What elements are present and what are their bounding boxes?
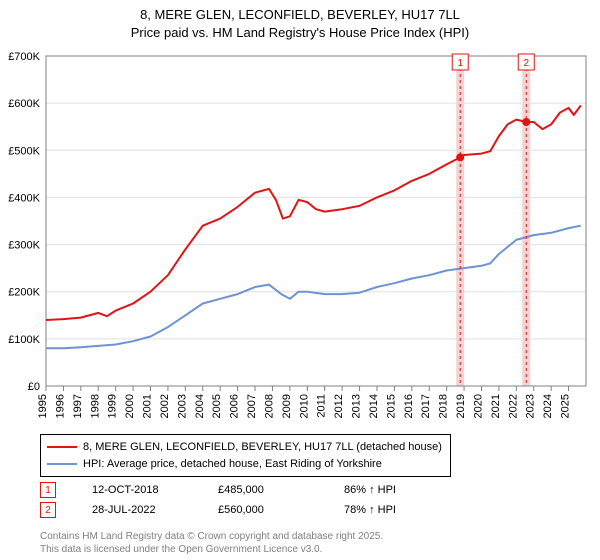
legend-swatch: [47, 463, 77, 465]
credits: Contains HM Land Registry data © Crown c…: [40, 530, 383, 556]
data-row: 1 12-OCT-2018 £485,000 86% ↑ HPI: [40, 480, 434, 500]
data-point-table: 1 12-OCT-2018 £485,000 86% ↑ HPI 2 28-JUL-202…: [40, 480, 434, 520]
title-line1: 8, MERE GLEN, LECONFIELD, BEVERLEY, HU17…: [0, 6, 600, 24]
svg-text:£400K: £400K: [8, 192, 40, 204]
data-row-index: 2: [40, 502, 56, 518]
svg-text:2001: 2001: [142, 394, 154, 418]
svg-text:2005: 2005: [211, 394, 223, 418]
data-row: 2 28-JUL-2022 £560,000 78% ↑ HPI: [40, 500, 434, 520]
svg-text:2016: 2016: [403, 394, 415, 418]
svg-text:£600K: £600K: [8, 98, 40, 110]
svg-text:£0: £0: [28, 381, 40, 393]
svg-text:2018: 2018: [438, 394, 450, 418]
svg-text:£700K: £700K: [8, 51, 40, 63]
credits-line2: This data is licensed under the Open Gov…: [40, 543, 383, 556]
svg-text:1996: 1996: [54, 394, 66, 418]
title-line2: Price paid vs. HM Land Registry's House …: [0, 24, 600, 42]
data-row-pct: 78% ↑ HPI: [344, 504, 434, 516]
legend-swatch: [47, 446, 77, 448]
svg-text:2024: 2024: [542, 394, 554, 418]
svg-text:£100K: £100K: [8, 334, 40, 346]
svg-text:2010: 2010: [298, 394, 310, 418]
svg-text:1999: 1999: [107, 394, 119, 418]
svg-text:2007: 2007: [246, 394, 258, 418]
svg-text:2020: 2020: [472, 394, 484, 418]
svg-text:2003: 2003: [176, 394, 188, 418]
svg-text:2009: 2009: [281, 394, 293, 418]
svg-text:2022: 2022: [507, 394, 519, 418]
svg-text:2004: 2004: [194, 394, 206, 418]
svg-text:2002: 2002: [159, 394, 171, 418]
svg-text:2006: 2006: [229, 394, 241, 418]
svg-text:1998: 1998: [89, 394, 101, 418]
legend-label: 8, MERE GLEN, LECONFIELD, BEVERLEY, HU17…: [83, 439, 442, 456]
svg-text:2019: 2019: [455, 394, 467, 418]
svg-text:2011: 2011: [316, 394, 328, 418]
svg-text:1995: 1995: [37, 394, 49, 418]
svg-text:1: 1: [457, 58, 463, 69]
data-row-date: 12-OCT-2018: [92, 484, 182, 496]
svg-text:2008: 2008: [263, 394, 275, 418]
data-row-date: 28-JUL-2022: [92, 504, 182, 516]
legend-row: 8, MERE GLEN, LECONFIELD, BEVERLEY, HU17…: [47, 439, 442, 456]
svg-text:2015: 2015: [385, 394, 397, 418]
svg-text:2000: 2000: [124, 394, 136, 418]
svg-text:2023: 2023: [525, 394, 537, 418]
data-row-price: £560,000: [218, 504, 308, 516]
chart: £0 £100K £200K £300K £400K £500K £600K £700K 199…: [4, 48, 594, 428]
data-row-pct: 86% ↑ HPI: [344, 484, 434, 496]
svg-text:2017: 2017: [420, 394, 432, 418]
svg-text:2013: 2013: [351, 394, 363, 418]
svg-text:£200K: £200K: [8, 287, 40, 299]
legend-label: HPI: Average price, detached house, East…: [83, 456, 382, 473]
svg-text:2014: 2014: [368, 394, 380, 418]
svg-text:2021: 2021: [490, 394, 502, 418]
svg-text:2: 2: [523, 58, 529, 69]
svg-text:£500K: £500K: [8, 145, 40, 157]
data-row-price: £485,000: [218, 484, 308, 496]
legend-row: HPI: Average price, detached house, East…: [47, 456, 442, 473]
svg-text:2025: 2025: [560, 394, 572, 418]
svg-text:1997: 1997: [72, 394, 84, 418]
svg-text:£300K: £300K: [8, 240, 40, 252]
credits-line1: Contains HM Land Registry data © Crown c…: [40, 530, 383, 543]
data-row-index: 1: [40, 482, 56, 498]
svg-text:2012: 2012: [333, 394, 345, 418]
legend: 8, MERE GLEN, LECONFIELD, BEVERLEY, HU17…: [40, 434, 451, 477]
